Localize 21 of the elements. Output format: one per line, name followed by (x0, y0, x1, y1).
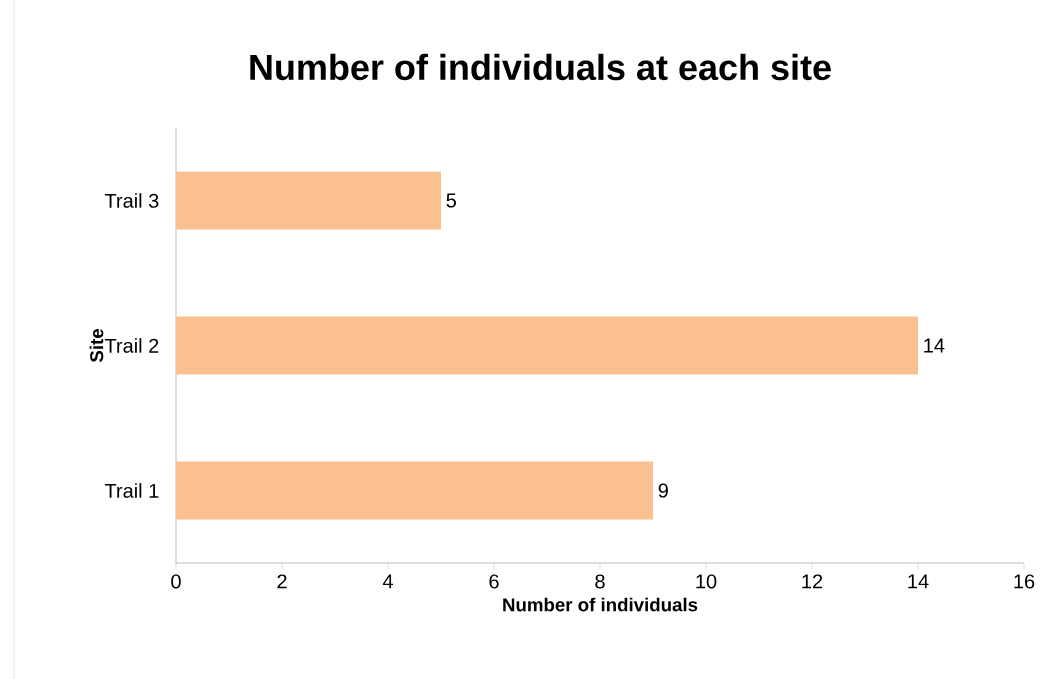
bar (176, 461, 654, 520)
x-tick-label: 14 (908, 574, 929, 589)
x-tick-label: 0 (171, 574, 181, 589)
y-tick-label: Trail 1 (104, 483, 159, 498)
y-tick-label: Trail 2 (104, 338, 159, 353)
x-tick-label: 6 (489, 574, 499, 589)
x-tick-label: 2 (277, 574, 287, 589)
x-tick-label: 8 (595, 574, 605, 589)
data-label: 5 (446, 193, 456, 208)
bar (176, 171, 441, 230)
bar (176, 316, 919, 375)
x-tick-label: 12 (802, 574, 823, 589)
chart-title: Number of individuals at each site (250, 53, 831, 81)
x-tick-label: 10 (696, 574, 717, 589)
x-axis-title: Number of individuals (503, 597, 698, 612)
data-label: 14 (924, 338, 945, 353)
x-tick-label: 4 (382, 574, 393, 589)
y-axis-title: Site (89, 329, 104, 363)
data-label: 9 (658, 483, 668, 498)
x-tick-label: 16 (1014, 574, 1035, 589)
y-tick-label: Trail 3 (104, 193, 159, 208)
